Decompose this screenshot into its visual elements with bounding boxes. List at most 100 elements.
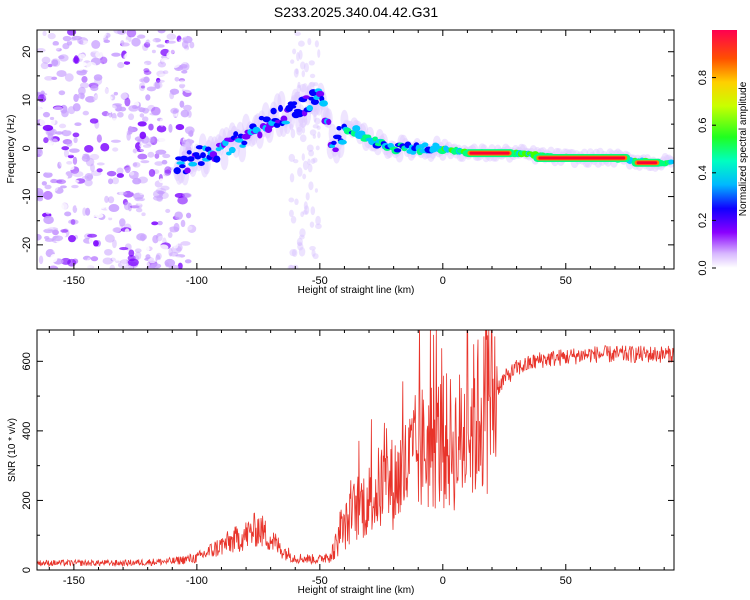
noise-blob (157, 61, 167, 68)
noise-blob (117, 123, 123, 128)
noise-blob (102, 166, 108, 175)
noise-blob (169, 91, 175, 100)
noise-blob (169, 88, 180, 95)
ridge-blob (257, 131, 263, 139)
noise-blob (119, 92, 128, 100)
noise-blob (41, 181, 47, 186)
noise-blob (64, 73, 74, 82)
noise-blob (93, 103, 101, 109)
ridge-blob (195, 145, 204, 150)
hot-segment-core (469, 151, 510, 155)
noise-blob (158, 136, 166, 143)
noise-blob (148, 123, 154, 131)
noise-blob (167, 217, 172, 224)
noise-blob (107, 96, 113, 101)
noise-blob (294, 198, 299, 206)
noise-blob (117, 30, 127, 35)
noise-blob (168, 48, 175, 55)
noise-blob (303, 62, 309, 73)
ridge-blob (179, 155, 189, 162)
noise-blob (149, 112, 160, 116)
noise-blob (52, 50, 59, 57)
noise-blob (149, 250, 158, 258)
noise-blob (61, 129, 72, 137)
noise-blob (132, 30, 140, 37)
noise-blob (55, 211, 64, 221)
noise-blob (146, 265, 156, 269)
noise-blob (170, 201, 178, 208)
noise-blob (71, 184, 79, 189)
ridge-blob (332, 147, 339, 153)
x-tick-label: 50 (560, 275, 572, 287)
noise-blob (143, 68, 150, 73)
x-tick-label: -100 (186, 275, 208, 287)
noise-blob (81, 259, 91, 266)
noise-blob (61, 109, 69, 118)
noise-blob (169, 251, 179, 257)
noise-blob (120, 40, 125, 47)
ridge-blob (262, 116, 271, 123)
noise-blob (51, 138, 59, 147)
noise-blob (291, 248, 298, 258)
noise-blob (60, 257, 71, 265)
spectrogram-x-ticks: -150 -100 -50 0 50 (48, 30, 665, 287)
ridge-blob (352, 125, 361, 132)
noise-blob (141, 253, 146, 260)
noise-blob (295, 68, 299, 75)
noise-blob (140, 160, 150, 164)
noise-blob (51, 44, 61, 51)
noise-blob (145, 30, 154, 38)
noise-blob (61, 146, 70, 151)
noise-blob (82, 207, 87, 217)
noise-blob (141, 167, 152, 173)
noise-blob (68, 235, 76, 243)
x-tick-label: -50 (312, 275, 328, 287)
noise-blob (113, 91, 119, 96)
noise-blob (61, 232, 67, 238)
noise-blob (104, 195, 109, 203)
noise-blob (65, 61, 76, 67)
ridge-blob (277, 104, 284, 112)
noise-blob (47, 32, 56, 40)
noise-blob (102, 175, 110, 180)
noise-blob (43, 215, 54, 225)
noise-blob (54, 131, 64, 135)
figure-title: S233.2025.340.04.42.G31 (274, 4, 438, 20)
noise-blob (79, 244, 88, 251)
ridge-blob (332, 134, 342, 140)
noise-blob (149, 208, 159, 216)
noise-blob (138, 186, 145, 196)
noise-blob (90, 213, 97, 218)
noise-blob (152, 223, 159, 231)
noise-blob (114, 253, 120, 261)
noise-blob (96, 134, 102, 143)
noise-blob (64, 165, 70, 172)
noise-blob (37, 163, 44, 172)
noise-blob (72, 258, 79, 264)
noise-blob (155, 145, 163, 149)
noise-blob (52, 105, 64, 111)
ridge-blob (226, 151, 232, 156)
noise-blob (180, 64, 188, 69)
noise-blob (111, 52, 121, 57)
noise-blob (126, 56, 134, 62)
noise-blob (151, 49, 156, 54)
noise-blob (37, 262, 41, 268)
noise-blob (148, 169, 156, 177)
noise-blob (44, 184, 52, 190)
noise-blob (99, 56, 108, 65)
ridge-blob (187, 156, 195, 162)
noise-blob (47, 63, 53, 68)
noise-blob (159, 78, 167, 88)
noise-blob (122, 234, 129, 241)
noise-blob (110, 139, 121, 143)
ridge-blob (179, 164, 186, 169)
noise-blob (163, 173, 169, 177)
noise-blob (38, 255, 44, 265)
noise-blob (52, 65, 59, 74)
x-tick-label: 50 (560, 575, 572, 587)
noise-blob (180, 219, 186, 228)
noise-blob (52, 40, 59, 46)
noise-blob (59, 158, 70, 168)
noise-blob (86, 174, 94, 180)
